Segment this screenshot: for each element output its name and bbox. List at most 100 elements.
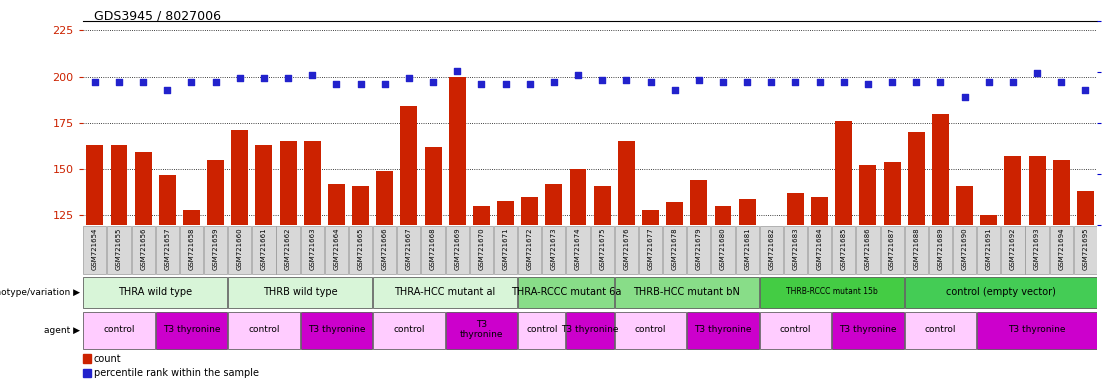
FancyBboxPatch shape <box>614 226 638 274</box>
Text: GSM721679: GSM721679 <box>696 227 702 270</box>
Text: GSM721671: GSM721671 <box>503 227 508 270</box>
Text: GSM721688: GSM721688 <box>913 227 919 270</box>
FancyBboxPatch shape <box>929 226 952 274</box>
FancyBboxPatch shape <box>687 226 710 274</box>
FancyBboxPatch shape <box>228 277 372 308</box>
Point <box>666 86 684 93</box>
Bar <box>83 354 90 363</box>
Bar <box>232 130 248 225</box>
Text: control: control <box>924 325 956 334</box>
Point <box>110 79 128 85</box>
Text: T3 thyronine: T3 thyronine <box>561 325 619 334</box>
Bar <box>1029 156 1046 225</box>
FancyBboxPatch shape <box>614 311 686 349</box>
FancyBboxPatch shape <box>904 277 1097 308</box>
Text: GSM721674: GSM721674 <box>575 227 581 270</box>
Text: GSM721660: GSM721660 <box>237 227 243 270</box>
Bar <box>110 145 128 225</box>
Text: genotype/variation ▶: genotype/variation ▶ <box>0 288 81 297</box>
Text: GSM721665: GSM721665 <box>357 227 364 270</box>
FancyBboxPatch shape <box>784 226 807 274</box>
FancyBboxPatch shape <box>83 311 154 349</box>
Point <box>183 79 201 85</box>
FancyBboxPatch shape <box>277 226 300 274</box>
Point <box>279 75 297 81</box>
FancyBboxPatch shape <box>107 226 130 274</box>
Point <box>328 81 345 87</box>
Bar <box>1052 160 1070 225</box>
FancyBboxPatch shape <box>204 226 227 274</box>
Bar <box>569 169 587 225</box>
Text: THRB-RCCC mutant 15b: THRB-RCCC mutant 15b <box>785 287 878 296</box>
FancyBboxPatch shape <box>446 311 517 349</box>
FancyBboxPatch shape <box>1074 226 1097 274</box>
Bar <box>666 202 683 225</box>
Bar <box>352 186 370 225</box>
Bar <box>981 215 997 225</box>
Text: GSM721673: GSM721673 <box>550 227 557 270</box>
Point <box>159 86 176 93</box>
FancyBboxPatch shape <box>518 277 613 308</box>
Text: T3 thyronine: T3 thyronine <box>1008 325 1065 334</box>
FancyBboxPatch shape <box>880 226 903 274</box>
Bar <box>303 141 321 225</box>
Text: percentile rank within the sample: percentile rank within the sample <box>94 368 259 378</box>
Text: GSM721694: GSM721694 <box>1058 227 1064 270</box>
Bar <box>956 186 973 225</box>
FancyBboxPatch shape <box>518 311 566 349</box>
Point <box>472 81 490 87</box>
Bar <box>497 200 514 225</box>
FancyBboxPatch shape <box>760 311 832 349</box>
Point <box>690 77 708 83</box>
Text: GSM721676: GSM721676 <box>623 227 630 270</box>
FancyBboxPatch shape <box>904 311 976 349</box>
Text: THRB-HCC mutant bN: THRB-HCC mutant bN <box>633 286 740 296</box>
Text: T3 thyronine: T3 thyronine <box>163 325 221 334</box>
Bar <box>1005 156 1021 225</box>
FancyBboxPatch shape <box>446 226 469 274</box>
Bar <box>400 106 417 225</box>
FancyBboxPatch shape <box>663 226 686 274</box>
Text: GSM721686: GSM721686 <box>865 227 871 270</box>
Text: control: control <box>248 325 280 334</box>
FancyBboxPatch shape <box>83 226 106 274</box>
FancyBboxPatch shape <box>397 226 420 274</box>
Bar <box>183 210 200 225</box>
Bar <box>642 210 658 225</box>
Text: GSM721677: GSM721677 <box>647 227 653 270</box>
Bar <box>715 206 731 225</box>
Bar <box>1077 191 1094 225</box>
Bar <box>593 186 611 225</box>
FancyBboxPatch shape <box>131 226 154 274</box>
Text: GSM721693: GSM721693 <box>1035 227 1040 270</box>
Point <box>255 75 272 81</box>
FancyBboxPatch shape <box>590 226 613 274</box>
Text: GSM721668: GSM721668 <box>430 227 436 270</box>
Point <box>786 79 804 85</box>
Bar <box>159 175 175 225</box>
Text: T3 thyronine: T3 thyronine <box>694 325 752 334</box>
Text: GSM721681: GSM721681 <box>745 227 750 270</box>
Point <box>400 75 418 81</box>
Text: agent ▶: agent ▶ <box>44 326 81 334</box>
Text: THRA-RCCC mutant 6a: THRA-RCCC mutant 6a <box>511 286 621 296</box>
Point <box>206 79 224 85</box>
Text: GSM721659: GSM721659 <box>213 227 218 270</box>
Bar <box>280 141 297 225</box>
FancyBboxPatch shape <box>373 311 445 349</box>
Bar <box>835 121 853 225</box>
FancyBboxPatch shape <box>301 226 324 274</box>
Bar <box>908 132 924 225</box>
Text: T3
thyronine: T3 thyronine <box>460 319 503 339</box>
Bar <box>618 141 635 225</box>
Text: GSM721654: GSM721654 <box>92 227 98 270</box>
Point <box>979 79 997 85</box>
Bar <box>811 197 828 225</box>
FancyBboxPatch shape <box>324 226 349 274</box>
Bar <box>135 152 151 225</box>
Bar <box>328 184 345 225</box>
FancyBboxPatch shape <box>421 226 445 274</box>
Point <box>642 79 660 85</box>
Text: control: control <box>393 325 425 334</box>
Text: GSM721687: GSM721687 <box>889 227 896 270</box>
